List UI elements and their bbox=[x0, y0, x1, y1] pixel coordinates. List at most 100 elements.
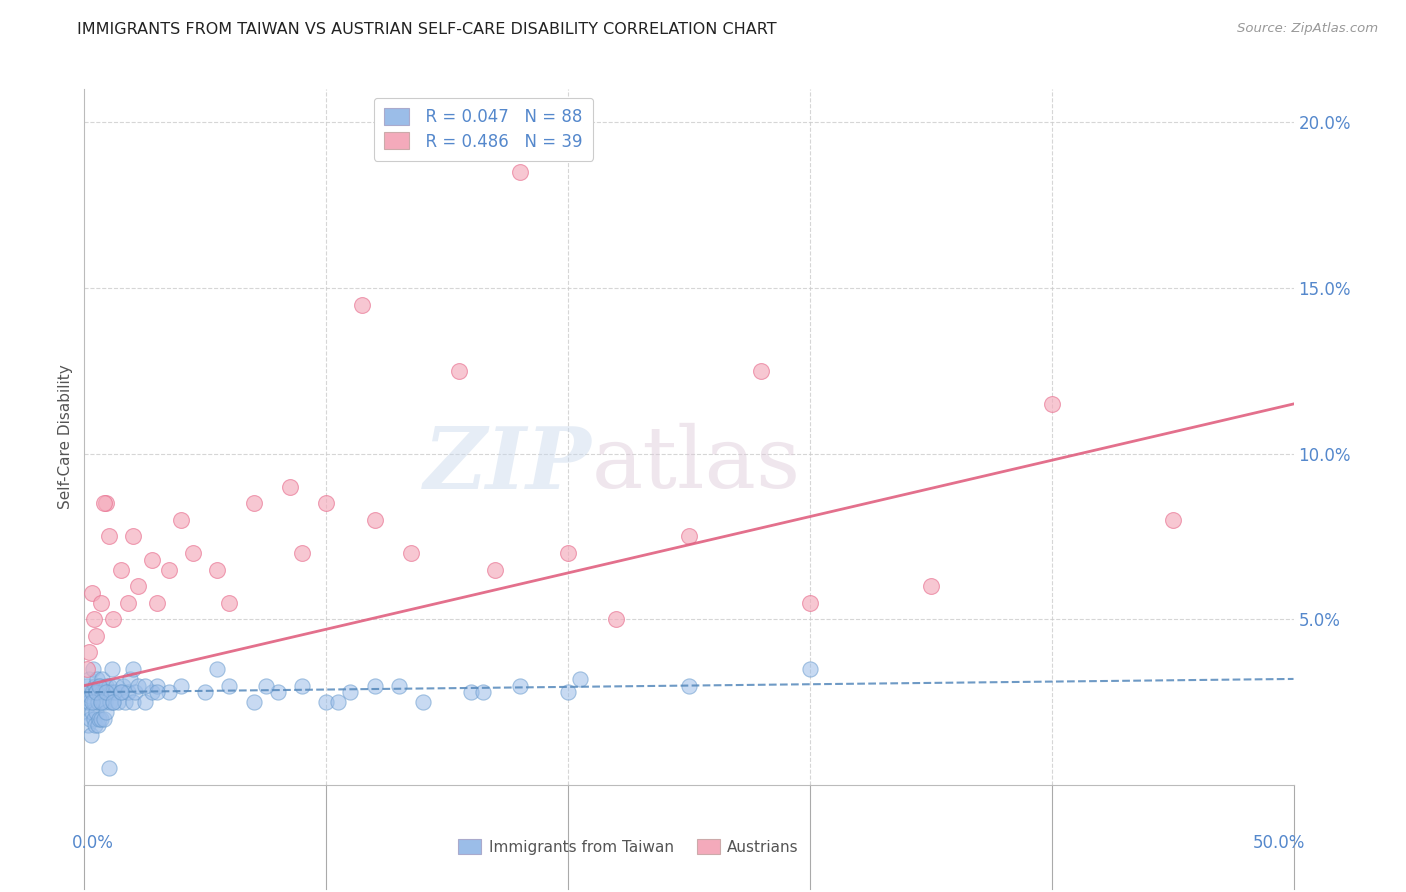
Point bbox=[399, 546, 422, 560]
Point bbox=[678, 679, 700, 693]
Point bbox=[218, 596, 240, 610]
Point bbox=[315, 695, 337, 709]
Point bbox=[82, 685, 104, 699]
Point bbox=[207, 662, 229, 676]
Point bbox=[103, 612, 125, 626]
Point bbox=[87, 679, 110, 693]
Point bbox=[110, 685, 132, 699]
Point bbox=[94, 679, 117, 693]
Point bbox=[460, 685, 482, 699]
Point bbox=[127, 679, 149, 693]
Point bbox=[242, 695, 264, 709]
Point bbox=[93, 685, 115, 699]
Point bbox=[146, 679, 169, 693]
Point bbox=[121, 695, 143, 709]
Point bbox=[799, 596, 821, 610]
Point bbox=[82, 662, 104, 676]
Point bbox=[90, 685, 112, 699]
Point bbox=[207, 563, 229, 577]
Point bbox=[117, 685, 139, 699]
Point bbox=[100, 685, 122, 699]
Y-axis label: Self-Care Disability: Self-Care Disability bbox=[58, 365, 73, 509]
Point bbox=[77, 645, 100, 659]
Point bbox=[117, 596, 139, 610]
Point bbox=[134, 695, 156, 709]
Point bbox=[84, 718, 107, 732]
Point bbox=[315, 496, 337, 510]
Point bbox=[141, 552, 163, 566]
Point bbox=[127, 579, 149, 593]
Point bbox=[93, 712, 115, 726]
Point bbox=[77, 718, 100, 732]
Point bbox=[110, 685, 132, 699]
Point bbox=[388, 679, 411, 693]
Point bbox=[90, 695, 112, 709]
Point bbox=[103, 695, 125, 709]
Point bbox=[678, 529, 700, 543]
Point bbox=[75, 695, 97, 709]
Point bbox=[121, 529, 143, 543]
Point bbox=[77, 695, 100, 709]
Point bbox=[90, 596, 112, 610]
Point bbox=[98, 695, 121, 709]
Point bbox=[254, 679, 277, 693]
Point bbox=[124, 685, 146, 699]
Point bbox=[799, 662, 821, 676]
Point bbox=[1161, 513, 1184, 527]
Point bbox=[339, 685, 361, 699]
Point bbox=[181, 546, 204, 560]
Point bbox=[97, 679, 120, 693]
Point bbox=[472, 685, 495, 699]
Point bbox=[86, 672, 108, 686]
Point bbox=[97, 761, 120, 775]
Point bbox=[80, 728, 103, 742]
Point bbox=[242, 496, 264, 510]
Point bbox=[83, 612, 105, 626]
Point bbox=[86, 695, 108, 709]
Point bbox=[218, 679, 240, 693]
Text: atlas: atlas bbox=[592, 424, 801, 507]
Point bbox=[107, 695, 129, 709]
Point bbox=[157, 563, 180, 577]
Text: Source: ZipAtlas.com: Source: ZipAtlas.com bbox=[1237, 22, 1378, 36]
Point bbox=[114, 695, 136, 709]
Point bbox=[80, 695, 103, 709]
Point bbox=[94, 705, 117, 719]
Point bbox=[96, 685, 118, 699]
Point bbox=[449, 364, 471, 378]
Point bbox=[86, 629, 108, 643]
Text: ZIP: ZIP bbox=[425, 423, 592, 507]
Point bbox=[352, 297, 374, 311]
Point bbox=[363, 679, 385, 693]
Point bbox=[76, 662, 98, 676]
Point bbox=[75, 705, 97, 719]
Point bbox=[412, 695, 434, 709]
Point bbox=[104, 679, 127, 693]
Point bbox=[146, 685, 169, 699]
Point bbox=[94, 496, 117, 510]
Text: 0.0%: 0.0% bbox=[72, 834, 114, 852]
Point bbox=[79, 712, 101, 726]
Point bbox=[920, 579, 942, 593]
Point bbox=[509, 679, 531, 693]
Point bbox=[89, 679, 111, 693]
Point bbox=[79, 689, 101, 703]
Point bbox=[278, 480, 301, 494]
Point bbox=[557, 685, 579, 699]
Point bbox=[363, 513, 385, 527]
Point bbox=[87, 712, 110, 726]
Point bbox=[94, 695, 117, 709]
Legend: Immigrants from Taiwan, Austrians: Immigrants from Taiwan, Austrians bbox=[453, 833, 804, 861]
Point bbox=[267, 685, 290, 699]
Point bbox=[91, 695, 114, 709]
Point bbox=[86, 685, 108, 699]
Point bbox=[134, 679, 156, 693]
Point bbox=[112, 679, 135, 693]
Point bbox=[328, 695, 350, 709]
Point bbox=[97, 529, 120, 543]
Point bbox=[291, 679, 314, 693]
Point bbox=[569, 672, 592, 686]
Point bbox=[509, 165, 531, 179]
Point bbox=[86, 685, 108, 699]
Point bbox=[83, 712, 105, 726]
